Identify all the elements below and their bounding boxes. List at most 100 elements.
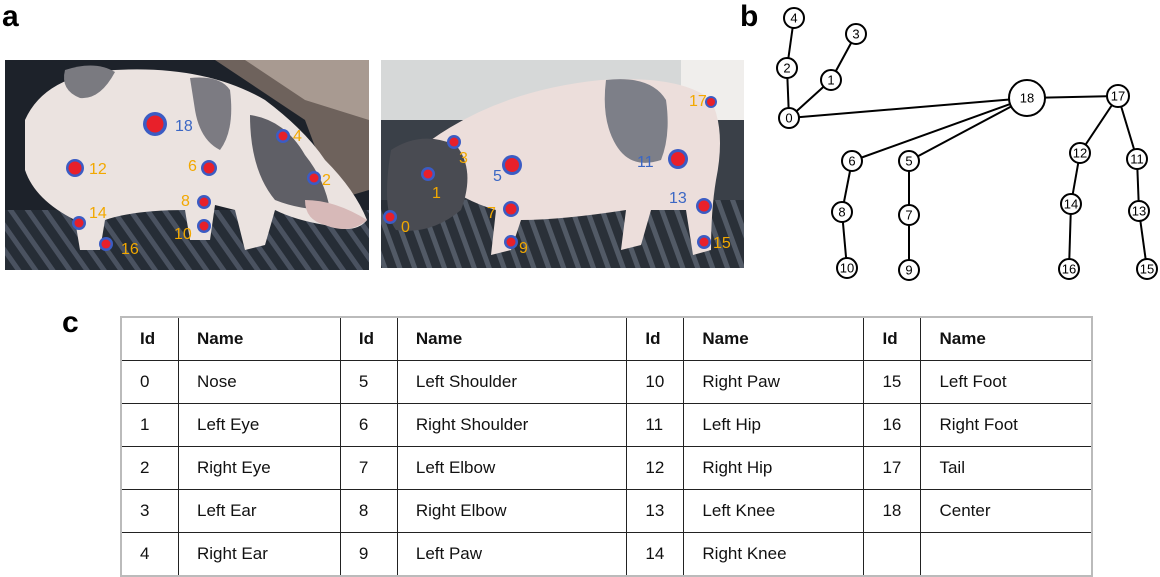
keypoint-5: 5 [493,155,522,185]
keypoint-3: 3 [447,135,468,167]
table-cell-name: Right Shoulder [396,403,628,447]
skeleton-node-label: 17 [1111,89,1125,104]
skeleton-node-label: 5 [905,154,912,169]
table-header-id: Id [120,316,179,361]
skeleton-node-label: 4 [790,11,797,26]
skeleton-node-4: 4 [783,7,805,29]
table-cell-id: 11 [626,403,685,447]
skeleton-node-label: 2 [783,61,790,76]
panel-label-b: b [740,0,759,33]
table-cell-name: Left Elbow [396,446,628,490]
skeleton-node-2: 2 [776,57,798,79]
keypoint-label: 9 [519,240,528,257]
table-row: 2 Right Eye 7 Left Elbow 12 Right Hip 17… [120,446,1094,490]
keypoint-table: Id Name Id Name Id Name Id Name 0 Nose 5… [120,316,1094,577]
table-cell-id: 8 [339,489,398,533]
skeleton-node-label: 1 [827,73,834,88]
keypoint-label: 18 [175,118,193,135]
table-cell-name: Left Hip [683,403,865,447]
keypoint-6: 6 [188,158,217,176]
table-header-id: Id [863,316,922,361]
keypoint-4: 4 [276,128,302,145]
keypoint-7: 7 [487,201,519,222]
skeleton-node-label: 16 [1062,262,1076,277]
table-cell-id: 10 [626,360,685,404]
table-cell-name: Tail [920,446,1094,490]
table-cell-id: 7 [339,446,398,490]
table-cell-name: Left Foot [920,360,1094,404]
keypoint-8: 8 [181,193,211,210]
skeleton-node-13: 13 [1128,200,1150,222]
keypoint-label: 17 [689,93,707,110]
skeleton-node-11: 11 [1126,148,1148,170]
keypoint-label: 2 [322,172,331,189]
skeleton-node-18: 18 [1008,79,1046,117]
pig-photo-left-image: 18 4 12 6 2 8 14 10 [5,60,369,270]
table-cell-id: 16 [863,403,922,447]
keypoint-label: 4 [293,128,302,145]
table-header-id: Id [339,316,398,361]
table-header-name: Name [683,316,865,361]
keypoint-label: 13 [669,190,687,207]
keypoint-2: 2 [307,171,331,189]
keypoint-label: 14 [89,205,107,222]
skeleton-node-label: 6 [848,154,855,169]
table-header-name: Name [396,316,628,361]
table-cell-name: Left Eye [178,403,341,447]
keypoint-18: 18 [143,112,193,136]
table-cell-name: Right Knee [683,532,865,577]
skeleton-node-17: 17 [1106,84,1130,108]
table-cell-id: 0 [120,360,179,404]
table-cell-name: Left Shoulder [396,360,628,404]
table-cell-id: 13 [626,489,685,533]
table-cell-id [863,532,922,577]
keypoint-label: 15 [713,235,731,252]
table-cell-name: Nose [178,360,341,404]
skeleton-node-label: 14 [1064,197,1078,212]
skeleton-node-label: 8 [838,205,845,220]
table-header-row: Id Name Id Name Id Name Id Name [120,316,1094,361]
skeleton-node-label: 7 [905,208,912,223]
table-cell-id: 2 [120,446,179,490]
pig-photo-left: 18 4 12 6 2 8 14 10 [5,60,369,270]
skeleton-node-0: 0 [778,107,800,129]
table-row: 3 Left Ear 8 Right Elbow 13 Left Knee 18… [120,489,1094,533]
keypoint-label: 10 [174,226,192,243]
skeleton-node-6: 6 [841,150,863,172]
table-cell-id: 3 [120,489,179,533]
table-header-id: Id [626,316,685,361]
table-cell-name: Right Hip [683,446,865,490]
skeleton-node-15: 15 [1136,258,1158,280]
panel-label-c: c [62,306,79,339]
skeleton-node-14: 14 [1060,193,1082,215]
keypoint-15: 15 [697,235,731,252]
table-cell-id: 6 [339,403,398,447]
skeleton-node-label: 15 [1140,262,1154,277]
skeleton-node-label: 18 [1020,91,1034,106]
skeleton-node-12: 12 [1069,142,1091,164]
skeleton-node-label: 12 [1073,146,1087,161]
table-cell-id: 5 [339,360,398,404]
table-row: 0 Nose 5 Left Shoulder 10 Right Paw 15 L… [120,360,1094,404]
skeleton-node-16: 16 [1058,258,1080,280]
table-cell-id: 1 [120,403,179,447]
skeleton-node-label: 11 [1130,152,1144,167]
skeleton-edge-18-6 [851,97,1028,162]
table-cell-name: Left Paw [396,532,628,577]
table-cell-name: Right Ear [178,532,341,577]
skeleton-node-label: 3 [852,27,859,42]
skeleton-edge-0-18 [788,97,1028,119]
table-cell-id: 14 [626,532,685,577]
keypoint-17: 17 [689,93,717,110]
skeleton-node-label: 0 [785,111,792,126]
keypoint-label: 12 [89,161,107,178]
keypoint-label: 1 [432,185,441,202]
table-header-name: Name [178,316,341,361]
keypoint-label: 7 [487,205,496,222]
keypoint-label: 11 [637,154,654,171]
skeleton-node-9: 9 [898,259,920,281]
table-cell-id: 12 [626,446,685,490]
table-cell-name: Right Paw [683,360,865,404]
table-cell-name [920,532,1094,577]
